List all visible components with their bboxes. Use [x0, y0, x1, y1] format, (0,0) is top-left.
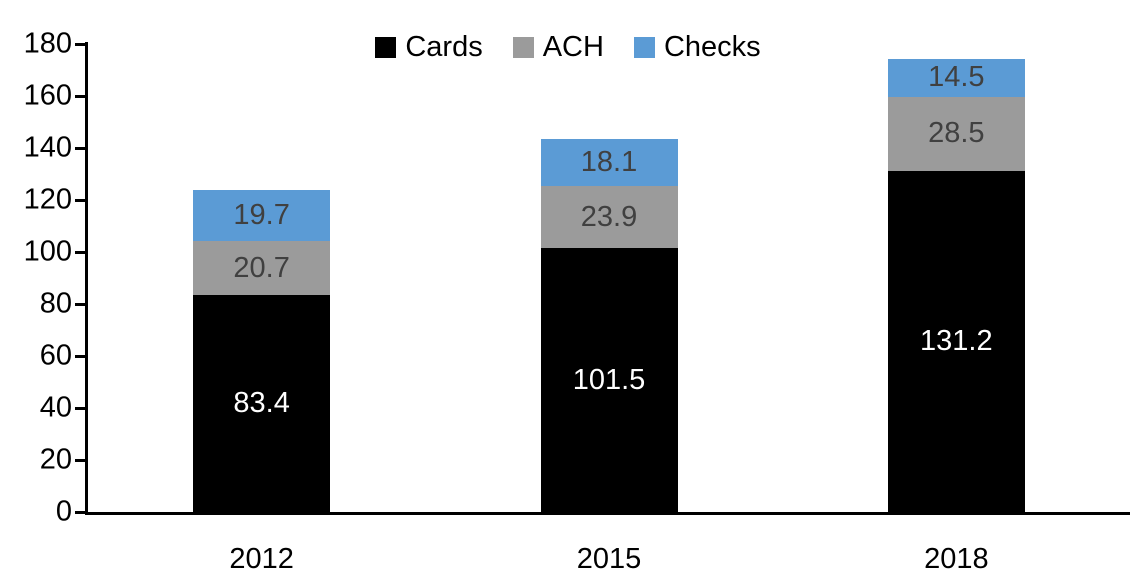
bar-segment-ach-2018: 28.5: [887, 96, 1025, 171]
legend-swatch-cards-icon: [375, 37, 397, 58]
legend-swatch-ach-icon: [512, 37, 534, 58]
legend-item-ach: ACH: [512, 31, 604, 63]
bar-segment-checks-2015: 18.1: [540, 138, 678, 186]
bar-value-label-cards-2015: 101.5: [572, 363, 646, 396]
bar-segment-cards-2015: 101.5: [540, 248, 678, 512]
y-axis-tick-mark: [75, 43, 85, 46]
y-axis-tick-mark: [75, 95, 85, 98]
legend-label-checks: Checks: [663, 31, 761, 63]
x-axis-line: [85, 512, 1130, 515]
y-axis-tick-mark: [75, 459, 85, 462]
y-axis-line: [85, 42, 88, 515]
bar-value-label-checks-2012: 19.7: [233, 199, 290, 232]
y-axis-tick-mark: [75, 407, 85, 410]
y-axis-tick-mark: [75, 511, 85, 514]
y-axis-tick-label: 160: [23, 79, 72, 112]
chart-legend: Cards ACH Checks: [0, 33, 1136, 62]
y-axis-tick-label: 80: [39, 287, 72, 320]
y-axis-tick-label: 0: [55, 495, 72, 528]
bar-value-label-cards-2012: 83.4: [233, 387, 290, 420]
bar-segment-checks-2012: 19.7: [193, 190, 331, 242]
x-axis-label-2012: 2012: [229, 543, 294, 575]
bar-value-label-ach-2018: 28.5: [928, 117, 985, 150]
y-axis-tick-mark: [75, 303, 85, 306]
x-axis-label-2018: 2018: [924, 543, 989, 575]
y-axis-tick-label: 20: [39, 443, 72, 476]
legend-label-ach: ACH: [542, 31, 604, 63]
y-axis-tick-label: 40: [39, 391, 72, 424]
bar-segment-ach-2015: 23.9: [540, 185, 678, 249]
bar-segment-cards-2012: 83.4: [193, 295, 331, 512]
y-axis-tick-label: 100: [23, 235, 72, 268]
bar-segment-cards-2018: 131.2: [887, 170, 1025, 512]
legend-label-cards: Cards: [405, 31, 483, 63]
bar-value-label-cards-2018: 131.2: [920, 324, 993, 357]
bar-value-label-checks-2018: 14.5: [928, 61, 985, 94]
bar-value-label-checks-2015: 18.1: [580, 145, 638, 178]
y-axis-tick-label: 60: [39, 339, 72, 372]
bar-segment-ach-2012: 20.7: [193, 241, 331, 296]
legend-swatch-checks-icon: [633, 37, 655, 58]
y-axis-tick-mark: [75, 199, 85, 202]
y-axis-tick-label: 120: [23, 183, 72, 216]
bar-value-label-ach-2015: 23.9: [580, 200, 638, 233]
y-axis-tick-mark: [75, 147, 85, 150]
bar-value-label-ach-2012: 20.7: [233, 251, 290, 284]
y-axis-tick-mark: [75, 355, 85, 358]
y-axis-tick-label: 140: [23, 131, 72, 164]
legend-item-checks: Checks: [633, 31, 761, 63]
x-axis-label-2015: 2015: [576, 543, 642, 575]
legend-item-cards: Cards: [375, 31, 483, 63]
y-axis-tick-mark: [75, 251, 85, 254]
y-axis-tick-label: 180: [23, 27, 72, 60]
bar-segment-checks-2018: 14.5: [887, 59, 1025, 97]
